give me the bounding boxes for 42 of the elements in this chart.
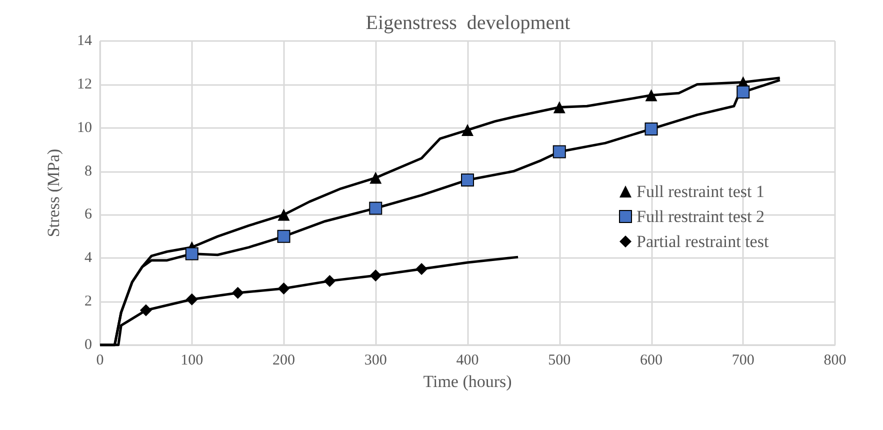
point bbox=[416, 263, 428, 275]
y-axis-title: Stress (MPa) bbox=[44, 148, 63, 238]
x-tick-label: 500 bbox=[548, 352, 571, 368]
point bbox=[185, 247, 198, 260]
y-tick-label: 14 bbox=[77, 33, 92, 49]
x-tick-label: 400 bbox=[456, 352, 479, 368]
y-tick-label: 2 bbox=[84, 294, 92, 310]
point bbox=[278, 208, 290, 221]
legend-label: Full restraint test 1 bbox=[636, 182, 764, 201]
y-tick-label: 12 bbox=[77, 76, 92, 92]
legend-label: Partial restraint test bbox=[636, 232, 769, 251]
point bbox=[232, 286, 244, 299]
point bbox=[278, 282, 290, 295]
point bbox=[186, 293, 198, 306]
chart-title: Eigenstress development bbox=[366, 12, 571, 34]
point bbox=[370, 172, 382, 184]
point bbox=[644, 122, 658, 136]
x-tick-label: 600 bbox=[640, 352, 662, 368]
point bbox=[462, 124, 474, 136]
point bbox=[277, 230, 290, 243]
x-axis-title: Time (hours) bbox=[423, 372, 512, 391]
point bbox=[324, 274, 336, 287]
point bbox=[736, 86, 750, 99]
point bbox=[370, 270, 382, 282]
y-tick-label: 8 bbox=[84, 163, 92, 180]
point bbox=[140, 304, 152, 316]
point bbox=[461, 173, 474, 186]
point bbox=[552, 145, 566, 158]
legend-label: Full restraint test 2 bbox=[636, 207, 764, 226]
y-tick-label: 4 bbox=[84, 250, 92, 266]
x-tick-label: 100 bbox=[180, 352, 204, 368]
y-tick-label: 6 bbox=[84, 206, 92, 223]
point bbox=[369, 202, 382, 215]
x-tick-label: 200 bbox=[272, 352, 295, 368]
y-tick-label: 10 bbox=[77, 120, 92, 136]
x-tick-label: 700 bbox=[732, 352, 754, 368]
y-tick-label: 0 bbox=[84, 337, 92, 353]
x-tick-label: 300 bbox=[364, 352, 387, 368]
x-tick-label: 800 bbox=[824, 352, 846, 368]
x-tick-label: 0 bbox=[96, 352, 104, 368]
point bbox=[645, 89, 658, 102]
point bbox=[553, 101, 566, 114]
